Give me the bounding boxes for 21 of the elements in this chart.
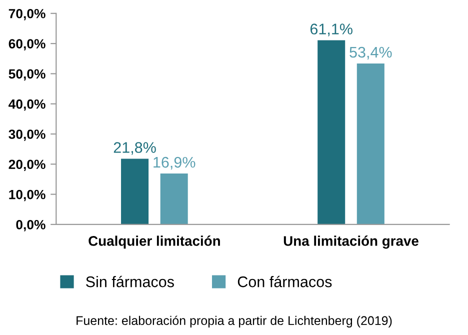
- y-tick-label: 40,0%: [8, 99, 46, 111]
- y-tick-label: 70,0%: [8, 8, 46, 20]
- bar: [121, 158, 149, 224]
- source-note: Fuente: elaboración propia a partir de Lichtenberg (2019): [76, 316, 392, 328]
- x-tick-label: Cualquier limitación: [88, 236, 220, 249]
- y-tick-label: 50,0%: [8, 69, 46, 81]
- bar: [356, 63, 384, 224]
- y-tick-label: 10,0%: [9, 190, 46, 202]
- legend-label: Sin fármacos: [86, 276, 174, 288]
- y-tick-label: 0,0%: [16, 220, 46, 232]
- bar: [318, 40, 346, 224]
- data-label: 53,4%: [350, 46, 392, 60]
- data-label: 61,1%: [310, 24, 352, 36]
- y-tick-label: 60,0%: [8, 39, 46, 50]
- y-tick-label: 20,0%: [8, 160, 46, 171]
- legend-label: Con fármacos: [238, 276, 332, 288]
- bar: [160, 173, 188, 224]
- data-label: 21,8%: [114, 142, 156, 155]
- x-tick-label: Una limitación grave: [284, 236, 418, 249]
- data-label: 16,9%: [154, 156, 196, 170]
- y-tick-label: 30,0%: [8, 130, 46, 141]
